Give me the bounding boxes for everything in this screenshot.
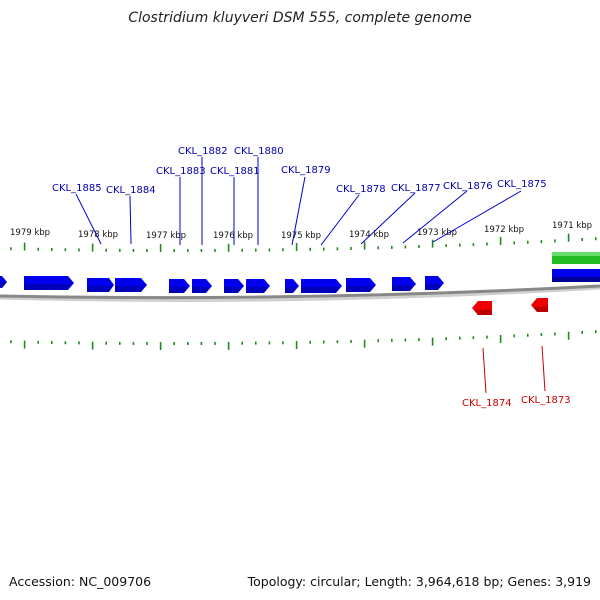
reverse-gene-labels: CKL_1874 CKL_1873 — [462, 395, 571, 409]
genome-backbone — [0, 284, 600, 300]
forward-genes — [24, 276, 444, 293]
gene-ckl-1874[interactable] — [472, 301, 492, 315]
scale-labels: 1979 kbp 1978 kbp 1977 kbp 1976 kbp 1975… — [10, 221, 592, 241]
scale-label-1974: 1974 kbp — [349, 230, 389, 240]
reverse-gene-leader-lines — [482, 345, 546, 394]
gene-ckl-1882[interactable] — [192, 279, 212, 293]
gene-ckl-1875[interactable] — [425, 276, 444, 290]
scale-label-1978: 1978 kbp — [78, 230, 118, 240]
forward-gene-leader-lines — [75, 157, 522, 246]
reverse-genes — [472, 298, 548, 315]
label-ckl-1884[interactable]: CKL_1884 — [106, 185, 156, 196]
label-ckl-1876[interactable]: CKL_1876 — [443, 181, 493, 192]
scale-label-1979: 1979 kbp — [10, 228, 50, 238]
label-ckl-1882[interactable]: CKL_1882 — [178, 146, 228, 157]
topology-text: Topology: circular; Length: 3,964,618 bp… — [247, 574, 591, 589]
gene-ckl-1885[interactable] — [24, 276, 74, 290]
gene-ckl-1881[interactable] — [224, 279, 244, 293]
label-ckl-1878[interactable]: CKL_1878 — [336, 184, 386, 195]
gene-ckl-1878[interactable] — [301, 279, 342, 293]
gene-ckl-1879[interactable] — [285, 279, 299, 293]
gene-ckl-1876[interactable] — [392, 277, 416, 291]
scale-label-1977: 1977 kbp — [146, 231, 186, 241]
feature-green-right-edge — [552, 252, 600, 282]
gene-ckl-1873[interactable] — [531, 298, 548, 312]
scale-label-1973: 1973 kbp — [417, 228, 457, 238]
label-ckl-1874[interactable]: CKL_1874 — [462, 398, 512, 409]
scale-label-1976: 1976 kbp — [213, 231, 253, 241]
gene-ckl-1884[interactable] — [87, 278, 147, 292]
label-ckl-1879[interactable]: CKL_1879 — [281, 165, 331, 176]
label-ckl-1885[interactable]: CKL_1885 — [52, 183, 102, 194]
gene-ckl-1883[interactable] — [169, 279, 190, 293]
label-ckl-1880[interactable]: CKL_1880 — [234, 146, 284, 157]
genome-backbone-shadow — [0, 286, 600, 302]
scale-ticks-bottom — [10, 330, 597, 351]
gene-ckl-1880[interactable] — [246, 279, 270, 293]
label-ckl-1873[interactable]: CKL_1873 — [521, 395, 571, 406]
accession-text: Accession: NC_009706 — [9, 574, 152, 589]
label-ckl-1883[interactable]: CKL_1883 — [156, 166, 206, 177]
scale-label-1971: 1971 kbp — [552, 221, 592, 231]
label-ckl-1877[interactable]: CKL_1877 — [391, 183, 441, 194]
scale-label-1972: 1972 kbp — [484, 225, 524, 235]
gene-ckl-1877[interactable] — [346, 278, 376, 292]
label-ckl-1875[interactable]: CKL_1875 — [497, 179, 547, 190]
map-title: Clostridium kluyveri DSM 555, complete g… — [128, 10, 472, 26]
gene-forward-partial-left — [0, 276, 7, 288]
label-ckl-1881[interactable]: CKL_1881 — [210, 166, 260, 177]
scale-label-1975: 1975 kbp — [281, 231, 321, 241]
forward-gene-labels: CKL_1885 CKL_1884 CKL_1883 CKL_1882 CKL_… — [52, 146, 547, 196]
scale-ticks-top — [10, 233, 597, 253]
